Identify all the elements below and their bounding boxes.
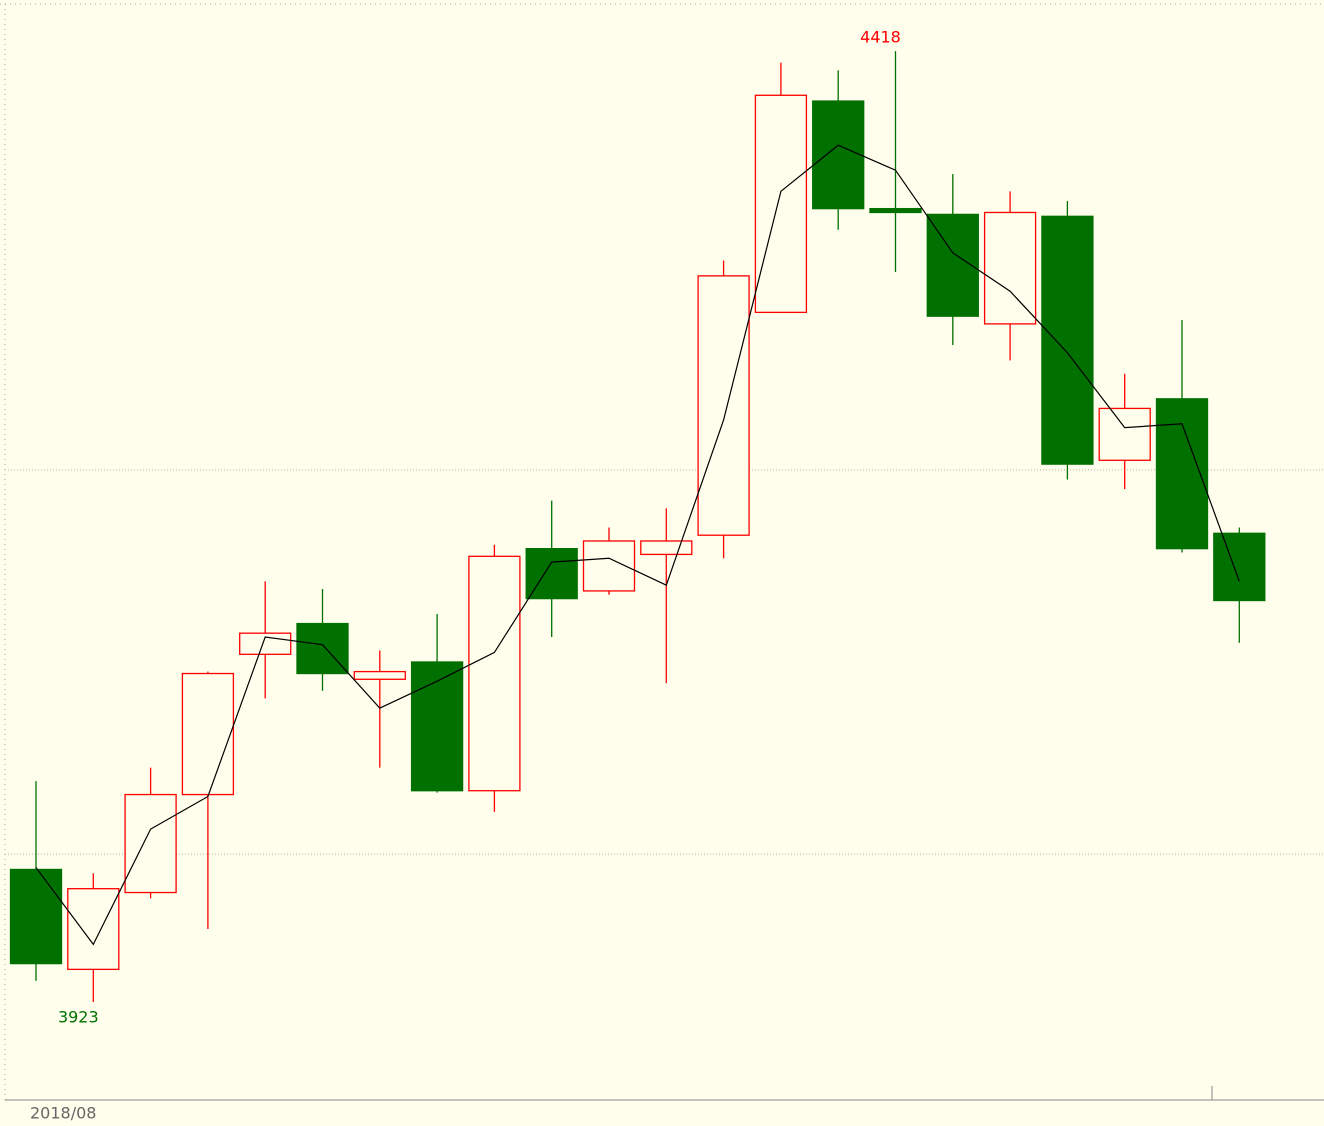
candle-body	[754, 94, 808, 314]
candle-body	[869, 207, 922, 214]
candle-body	[9, 868, 63, 965]
candle-body	[353, 670, 406, 680]
candle-body	[640, 540, 693, 556]
candle-body	[410, 661, 464, 792]
candle-body	[1213, 532, 1266, 602]
candle-body	[181, 672, 235, 796]
moving-average	[35, 144, 1240, 946]
candle-body	[926, 213, 979, 317]
candle-body	[983, 211, 1037, 325]
min-label: 3923	[58, 1008, 99, 1027]
candle-body	[582, 540, 636, 592]
candle-body	[525, 548, 578, 600]
x-tick-label: 2018/08	[30, 1104, 96, 1123]
candle-body	[468, 555, 521, 792]
candle-body	[124, 793, 177, 894]
candle-body	[812, 100, 865, 210]
candle-body	[1098, 407, 1151, 461]
candle-body	[67, 888, 120, 971]
candle-body	[697, 275, 750, 536]
max-label: 4418	[860, 28, 901, 47]
candle-body	[1041, 215, 1094, 465]
candle-body	[296, 622, 349, 675]
candle-body	[239, 632, 292, 655]
